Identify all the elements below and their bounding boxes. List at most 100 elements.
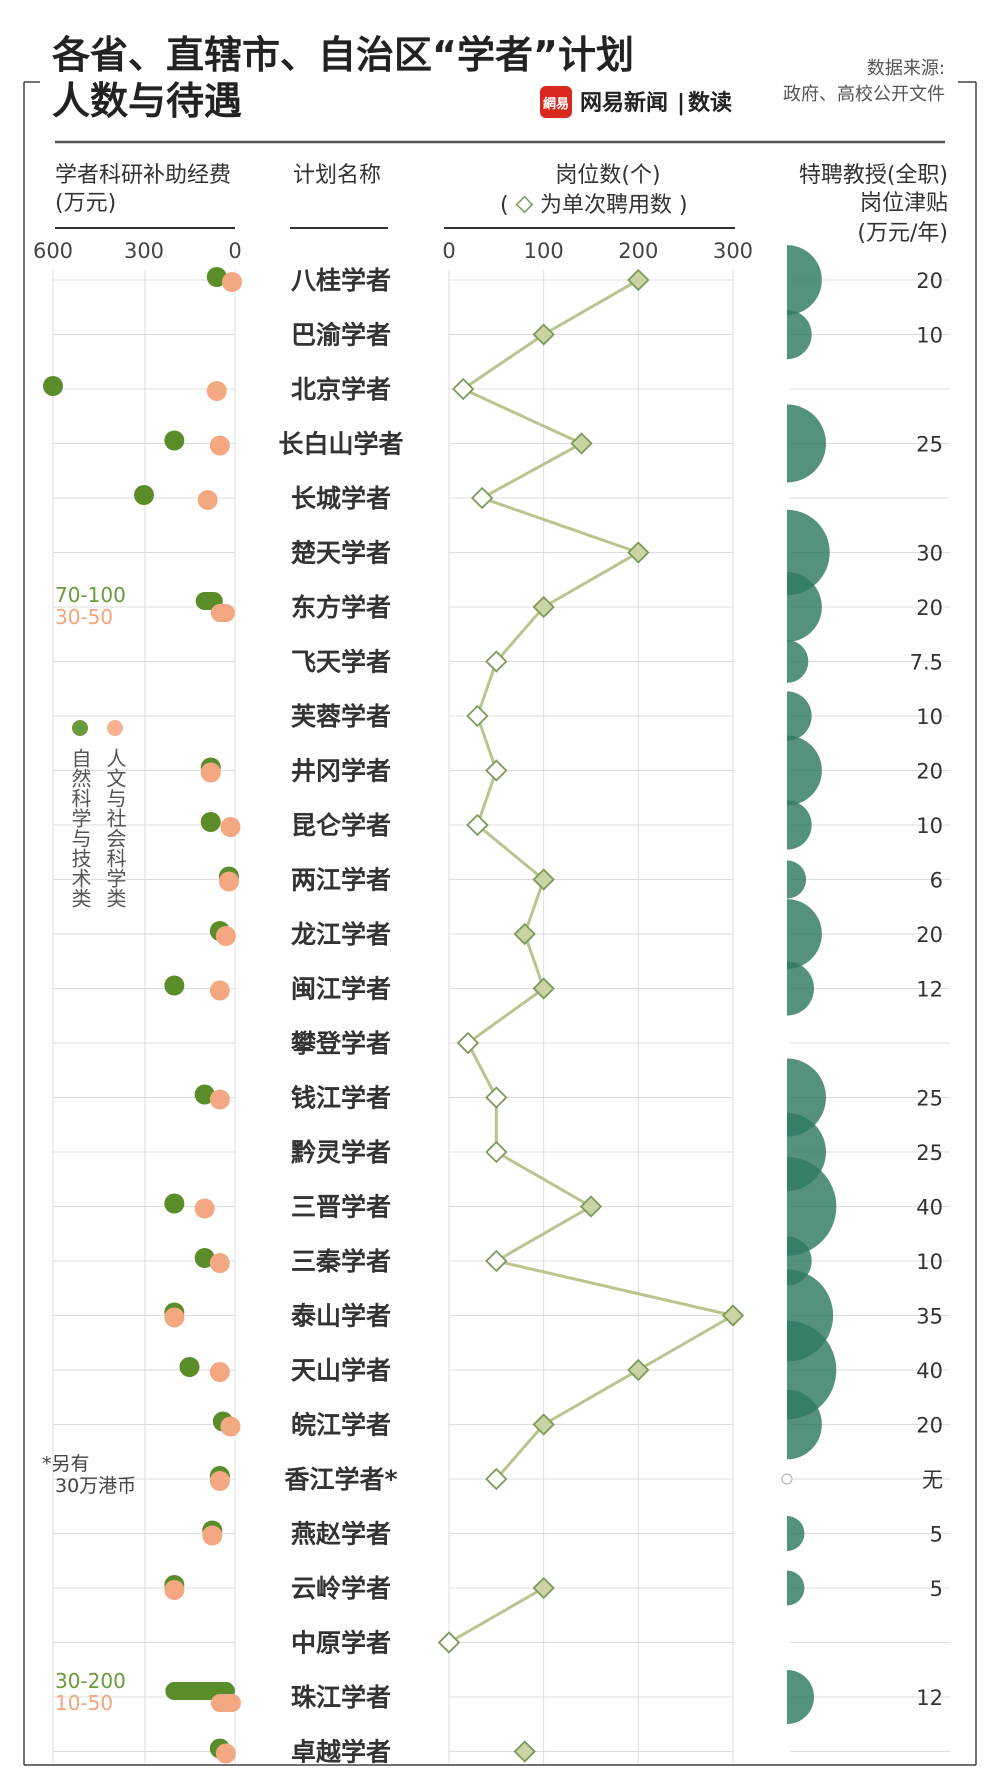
xiangjiang-note-2: 30万港币: [55, 1475, 136, 1497]
program-name: 皖江学者: [291, 1411, 391, 1440]
legend-humanities-swatch: [107, 720, 123, 736]
posts-diamond-marker: [532, 323, 555, 346]
humanities-funding-dot: [209, 1253, 230, 1273]
natural-funding-dot: [194, 1248, 215, 1268]
single-hire-diamond-icon: [515, 195, 534, 214]
allowance-value-label: 12: [916, 978, 943, 1002]
allowance-value-label: 5: [930, 1523, 943, 1547]
program-name: 中原学者: [291, 1629, 391, 1658]
program-name: 云岭学者: [291, 1574, 391, 1603]
posts-diamond-marker: [485, 759, 508, 782]
natural-funding-dot: [134, 485, 154, 505]
program-names: 八桂学者巴渝学者北京学者长白山学者长城学者楚天学者东方学者飞天学者芙蓉学者井冈学…: [278, 266, 403, 1767]
allowance-value-label: 12: [916, 1686, 943, 1710]
allowance-bubble: [787, 640, 809, 683]
dongfang-natural-range: 70-100: [55, 583, 126, 607]
program-name: 三晋学者: [291, 1193, 391, 1222]
zhujiang-humanities-range: 10-50: [55, 1691, 113, 1715]
humanities-funding-dot: [220, 817, 241, 837]
allowance-bubble: [787, 245, 822, 315]
xiangjiang-note-1: *另有: [42, 1453, 90, 1475]
legend-natural-label: 自然科学与技术类: [68, 748, 92, 908]
legend-humanities-label: 人文与社会科学类: [103, 748, 127, 908]
allowance-value-label: 25: [916, 1141, 943, 1165]
program-name: 巴渝学者: [291, 321, 391, 350]
program-name: 香江学者*: [284, 1465, 397, 1494]
program-name: 三秦学者: [291, 1247, 391, 1276]
posts-diamond-marker: [532, 868, 555, 891]
program-name: 昆仑学者: [291, 811, 391, 840]
posts-diamond-marker: [485, 1140, 508, 1164]
allowance-labels: 20 10 25 30 20 7.5 10 20 10 6 20 12 25 25 40 10 35 40 20 无 5…: [910, 269, 943, 1710]
humanities-funding-dot: [209, 1362, 230, 1382]
program-name: 两江学者: [291, 866, 391, 895]
logo-separator: |: [677, 91, 685, 116]
allowance-bubble: [787, 735, 822, 806]
program-name: 井冈学者: [291, 757, 391, 786]
allowance-bubble: [787, 899, 822, 969]
source-label: 数据来源:: [867, 58, 945, 79]
humanities-funding-dot: [200, 762, 221, 783]
zhujiang-natural-range: 30-200: [55, 1669, 126, 1693]
program-name: 卓越学者: [291, 1738, 391, 1767]
posts-diamond-marker: [570, 432, 593, 455]
allowance-value-label: 20: [916, 760, 943, 784]
posts-diamond-marker: [437, 1631, 461, 1654]
allowance-bubble: [787, 1570, 805, 1606]
allowance-bubble: [787, 1157, 837, 1256]
allowance-bubble: [787, 1669, 815, 1725]
program-name: 泰山学者: [291, 1302, 391, 1331]
natural-funding-dot: [164, 1193, 185, 1214]
posts-diamond-marker: [532, 595, 555, 619]
allowance-bubble: [787, 800, 812, 850]
funding-ticks: 600 300 0: [33, 239, 242, 263]
dongfang-humanities-range: 30-50: [55, 605, 113, 629]
program-name: 楚天学者: [291, 539, 391, 568]
natural-funding-dot: [206, 267, 227, 287]
allowance-bubble: [787, 860, 807, 899]
posts-tick-label: 200: [618, 239, 658, 263]
allowance-bubbles: [781, 245, 837, 1725]
natural-funding-dot: [164, 975, 185, 996]
posts-ticks: 0 100 200 300: [442, 239, 753, 263]
legend-natural-swatch: [72, 720, 88, 736]
source-text: 政府、高校公开文件: [783, 84, 945, 105]
funding-tick-label: 300: [124, 239, 164, 263]
natural-funding-dot: [194, 1084, 215, 1105]
allowance-value-label: 7.5: [910, 651, 943, 675]
posts-series-line: [448, 1586, 545, 1644]
posts-diamond-marker: [627, 541, 650, 564]
posts-line: [437, 268, 745, 1763]
grid: [52, 270, 950, 1764]
funding-tick-label: 600: [33, 239, 73, 263]
humanities-funding-dot: [215, 1743, 236, 1764]
program-name: 北京学者: [291, 375, 391, 404]
allowance-title-1: 特聘教授(全职): [799, 163, 948, 188]
program-name: 燕赵学者: [291, 1520, 391, 1549]
allowance-title-2: 岗位津贴: [860, 191, 948, 216]
funding-title: 学者科研补助经费: [55, 163, 231, 188]
posts-diamond-marker: [513, 1740, 536, 1763]
humanities-funding-dot: [209, 435, 230, 456]
allowance-value-label: 30: [916, 542, 943, 566]
posts-subtitle: 为单次聘用数 ): [540, 193, 688, 218]
allowance-bubble: [787, 572, 822, 642]
allowance-bubble: [787, 404, 826, 483]
natural-funding-dot: [164, 430, 185, 451]
posts-subtitle-open: (: [500, 193, 509, 218]
natural-funding-dot: [179, 1357, 200, 1377]
program-name: 长城学者: [291, 484, 391, 513]
logo-badge: [540, 86, 572, 118]
posts-tick-label: 0: [442, 239, 455, 263]
frame: [23, 81, 977, 1766]
allowance-value-label: 10: [916, 1250, 943, 1274]
posts-tick-label: 300: [713, 239, 753, 263]
name-column-title: 计划名称: [293, 163, 381, 188]
allowance-value-label: 10: [916, 324, 943, 348]
posts-diamond-marker: [485, 650, 508, 673]
allowance-bubble: [781, 1473, 793, 1485]
humanities-funding-dot: [202, 1525, 223, 1546]
allowance-value-label: 10: [916, 705, 943, 729]
allowance-value-label: 20: [916, 1414, 943, 1438]
humanities-funding-dot: [215, 926, 236, 946]
